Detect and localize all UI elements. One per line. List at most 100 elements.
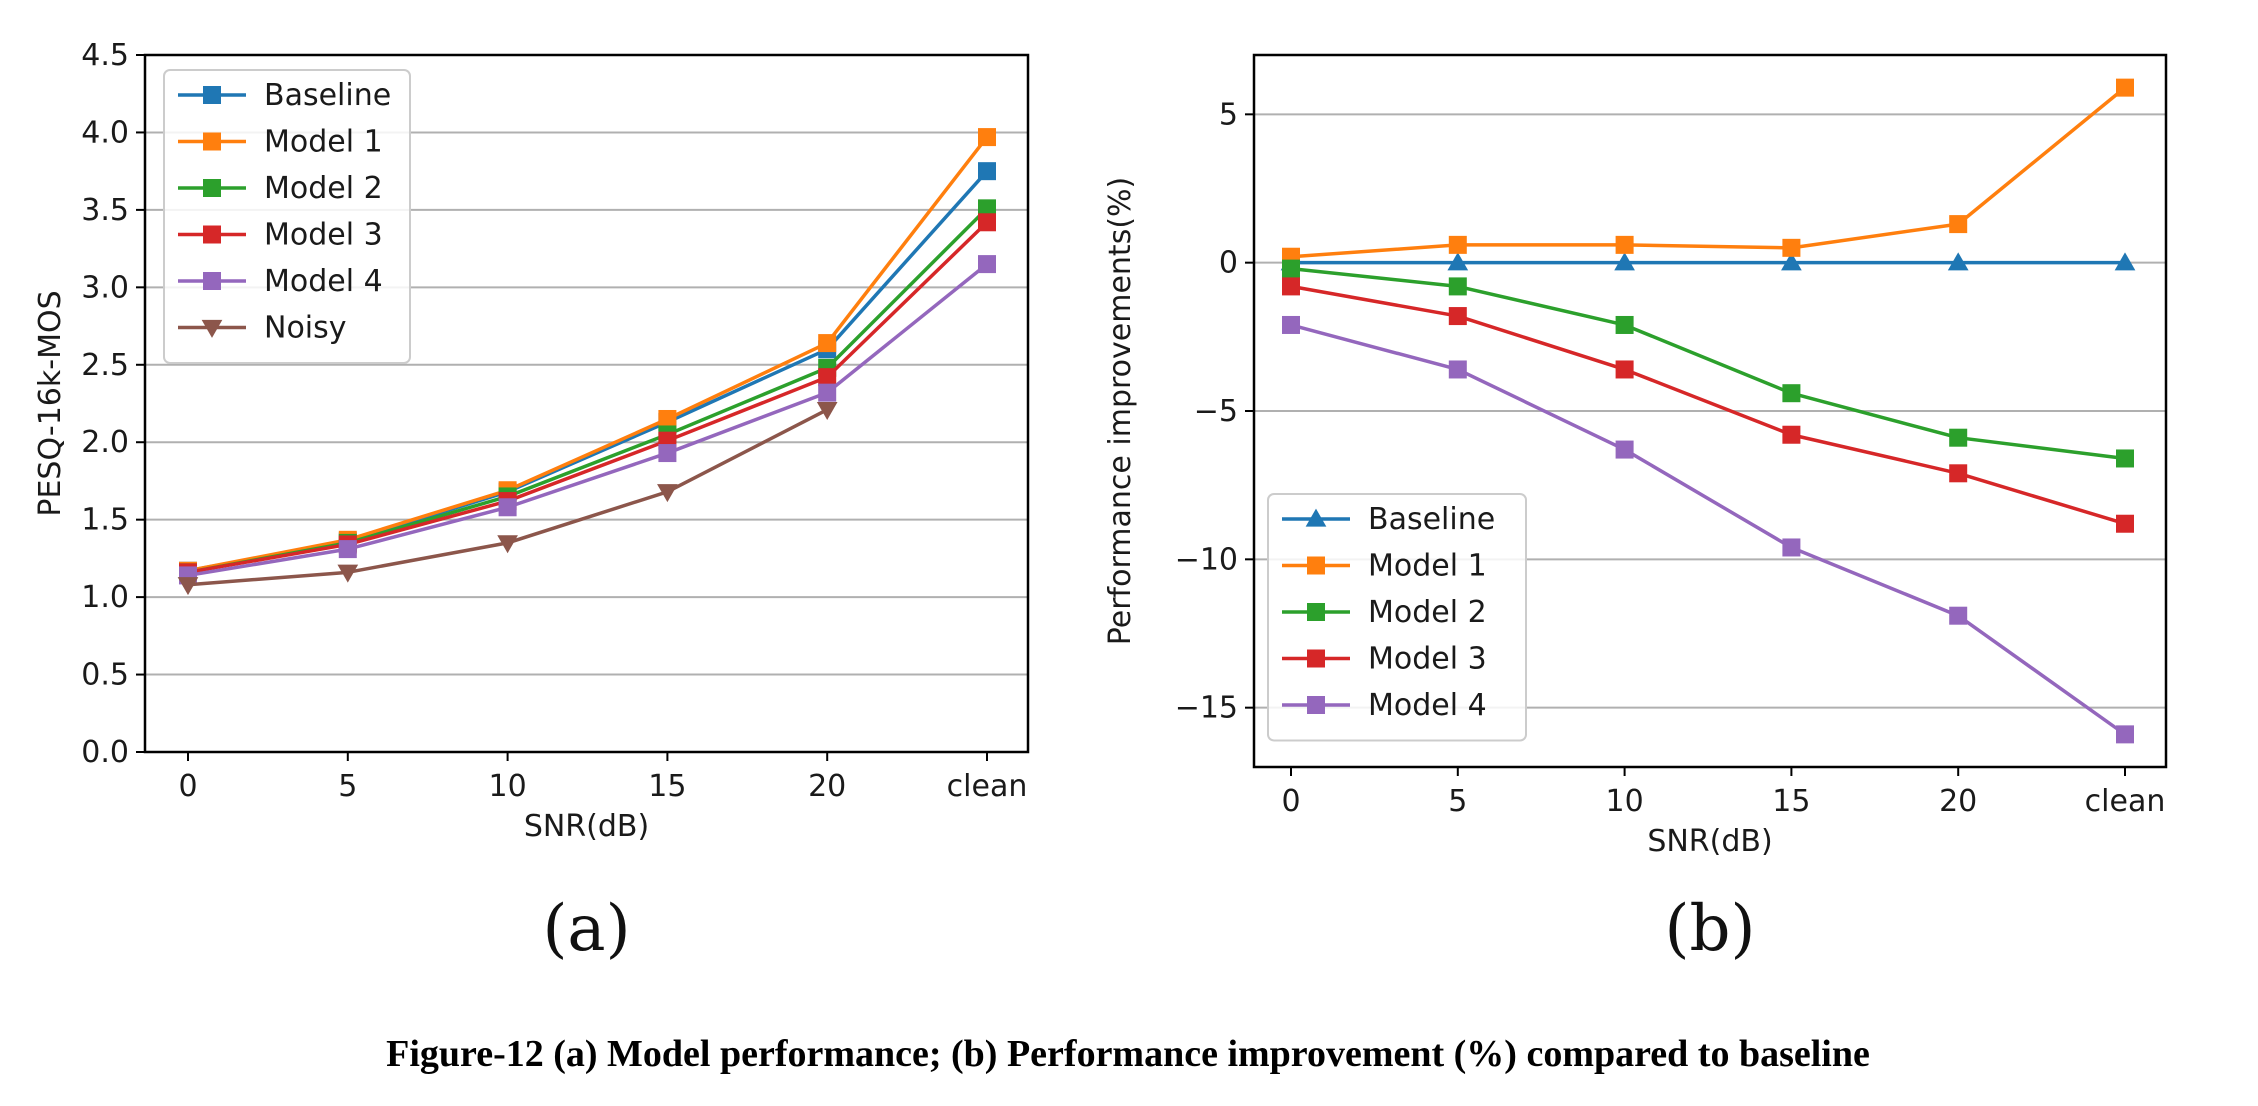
legend-marker-model-3 [203,225,221,244]
y-axis-label: Performance improvements(%) [1103,177,1138,646]
y-tick-label: 0.5 [81,658,129,693]
series-line-model-3 [1290,284,2126,526]
x-axis-label: SNR(dB) [1647,824,1772,859]
y-tick-label: 3.5 [81,193,129,228]
legend-marker-noisy [201,319,223,338]
legend-label-model-1: Model 1 [1368,549,1487,584]
data-point-noisy [337,564,359,583]
data-point-model-1 [658,409,677,428]
y-tick-label: −15 [1175,691,1238,726]
data-point-baseline [978,162,996,181]
data-point-model-1 [1448,235,1467,254]
legend-label-model-4: Model 4 [264,264,383,299]
data-point-noisy [497,535,518,554]
y-tick-label: 4.5 [81,38,129,73]
data-point-model-3 [1282,277,1300,296]
legend-marker-model-4 [203,272,221,290]
legend-label-model-1: Model 1 [264,125,383,160]
y-tick-label: 0 [1219,246,1238,281]
series-line-model-4 [187,262,989,578]
data-point-baseline [1447,252,1469,271]
legend-label-baseline: Baseline [1368,502,1495,537]
data-point-noisy [657,484,678,503]
y-axis-label: PESQ-16k-MOS [33,290,68,516]
data-point-model-2 [2116,449,2134,468]
data-point-model-2 [1949,428,1968,447]
series-line-model-1 [187,136,989,573]
legend-label-model-3: Model 3 [1368,642,1487,677]
x-tick-label: 10 [1606,784,1644,819]
data-point-model-4 [338,540,357,559]
data-point-model-4 [818,383,837,402]
series-line-model-3 [187,221,989,575]
x-tick-label: clean [947,769,1028,804]
x-tick-label: 5 [1448,784,1467,819]
data-point-model-1 [2116,78,2134,97]
data-point-model-4 [1782,538,1801,557]
data-point-baseline [1614,252,1635,271]
data-point-model-4 [1949,606,1968,625]
data-point-model-3 [1782,425,1801,444]
x-tick-label: 20 [1939,784,1977,819]
legend-marker-baseline [203,86,221,104]
data-point-model-3 [1615,360,1634,379]
x-tick-label: 0 [1281,784,1300,819]
data-point-model-3 [818,368,837,387]
y-tick-label: 2.0 [81,425,129,460]
data-point-model-1 [978,128,996,147]
data-point-model-3 [978,213,996,232]
figure-caption: Figure-12 (a) Model performance; (b) Per… [386,1033,1870,1075]
y-tick-label: 4.0 [81,115,129,150]
legend-marker-model-3 [1307,649,1325,668]
y-tick-label: 2.5 [81,348,129,383]
data-point-model-2 [1448,277,1467,296]
y-tick-label: 5 [1219,97,1238,132]
legend-label-model-2: Model 2 [264,171,383,206]
data-point-model-3 [1448,307,1467,326]
data-point-model-4 [498,498,517,517]
data-point-model-1 [1615,235,1634,254]
series-line-model-2 [1290,266,2126,461]
x-tick-label: 15 [648,769,686,804]
y-tick-label: 0.0 [81,735,129,770]
legend-marker-baseline [1305,508,1327,527]
data-point-model-2 [1615,315,1634,334]
data-point-model-1 [818,334,837,353]
panel-label: (b) [1665,892,1756,966]
data-point-model-4 [658,444,677,463]
legend-label-model-2: Model 2 [1368,595,1487,630]
legend-box [1267,493,1527,742]
legend-marker-model-1 [1307,556,1325,575]
y-tick-label: −10 [1175,542,1238,577]
x-axis-label: SNR(dB) [524,809,649,844]
y-tick-label: 1.0 [81,580,129,615]
data-point-model-4 [1448,360,1467,379]
axes-frame [143,53,1030,754]
legend-marker-model-4 [1307,696,1325,714]
x-tick-label: 5 [338,769,357,804]
data-point-model-2 [1782,384,1801,403]
data-point-model-4 [978,255,996,274]
data-point-model-3 [2116,514,2134,533]
data-point-baseline [1947,252,1969,271]
legend-marker-model-2 [203,179,221,197]
legend: Baseline Model 1 Model 2 Model 3 Model 4 Nois… [163,69,411,364]
data-point-model-4 [1615,440,1634,459]
data-point-model-4 [1282,315,1300,334]
legend-label-model-3: Model 3 [264,218,383,253]
x-tick-label: 20 [808,769,846,804]
data-point-baseline [2114,252,2136,271]
legend-label-model-4: Model 4 [1368,688,1487,723]
series-line-model-1 [1290,86,2127,259]
data-point-noisy [816,402,838,421]
data-point-baseline [1781,252,1802,271]
x-tick-label: clean [2085,784,2166,819]
data-point-model-3 [1949,464,1968,483]
legend-label-baseline: Baseline [264,78,391,113]
legend-label-noisy: Noisy [264,311,347,346]
data-point-model-1 [1782,238,1801,257]
chart-b: 5 0 −5 −10 −15 0 5 10 15 20 clean SNR(dB) Performanc… [1103,53,2168,966]
series-line-model-4 [1290,323,2127,736]
y-tick-label: 3.0 [81,270,129,305]
